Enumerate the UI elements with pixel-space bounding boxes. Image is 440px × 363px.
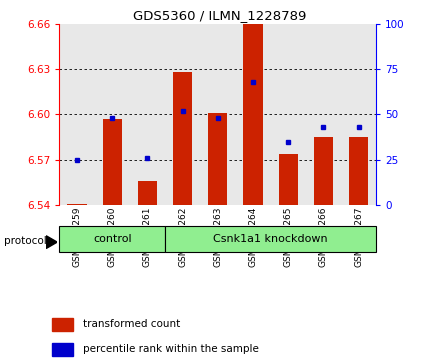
Bar (349, 137, 368, 205)
Text: transformed count: transformed count (83, 319, 180, 329)
Text: percentile rank within the sample: percentile rank within the sample (83, 344, 259, 354)
Bar (67, 204, 87, 205)
Text: GDS5360 / ILMN_1228789: GDS5360 / ILMN_1228789 (133, 9, 307, 22)
Text: control: control (93, 234, 132, 244)
Bar (103, 119, 122, 205)
Bar (52, 318, 73, 331)
Bar (165, 226, 376, 252)
Bar (173, 72, 192, 205)
Bar (52, 343, 73, 356)
Text: Csnk1a1 knockdown: Csnk1a1 knockdown (213, 234, 328, 244)
Polygon shape (46, 236, 57, 248)
Bar (314, 137, 333, 205)
Bar (138, 181, 157, 205)
Bar (59, 226, 165, 252)
Bar (243, 24, 263, 205)
Text: protocol: protocol (4, 236, 47, 246)
Bar (279, 154, 298, 205)
Bar (208, 113, 227, 205)
